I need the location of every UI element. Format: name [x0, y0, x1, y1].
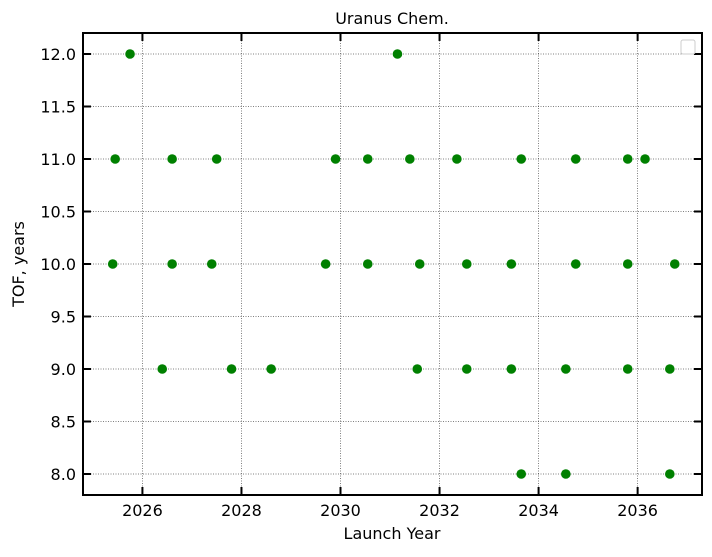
y-tick-label: 10.0	[40, 255, 76, 274]
data-point	[561, 364, 571, 374]
data-point	[362, 259, 373, 269]
x-tick-label: 2036	[617, 501, 658, 520]
data-point	[570, 259, 581, 269]
data-point	[167, 259, 177, 269]
y-tick-label: 12.0	[40, 45, 76, 64]
x-tick-label: 2026	[122, 501, 163, 520]
data-point	[412, 364, 423, 374]
legend-box	[680, 39, 696, 55]
y-tick-label: 8.5	[51, 413, 76, 432]
data-point	[665, 364, 675, 374]
data-point	[461, 364, 472, 374]
data-point	[362, 154, 373, 164]
data-point	[330, 154, 341, 164]
y-tick-label: 9.5	[51, 308, 76, 327]
data-point	[110, 154, 120, 164]
data-point	[211, 154, 222, 164]
y-tick-label: 8.0	[51, 465, 76, 484]
grid	[83, 33, 702, 495]
data-points	[107, 49, 680, 479]
data-point	[516, 154, 527, 164]
data-point	[622, 364, 633, 374]
y-axis-label: TOF, years	[9, 221, 28, 308]
tick-labels: 2026 2028 2030 2032 2034 2036 8.0 8.5 9.0 9.5 10.0…	[40, 45, 658, 520]
y-tick-label: 10.5	[40, 203, 76, 222]
data-point	[107, 259, 118, 269]
plot-frame	[82, 32, 703, 496]
data-point	[461, 259, 472, 269]
data-point	[320, 259, 331, 269]
data-point	[506, 259, 517, 269]
data-point	[157, 364, 168, 374]
data-point	[125, 49, 135, 59]
data-point	[570, 154, 581, 164]
data-point	[665, 469, 675, 479]
data-point	[669, 259, 680, 269]
chart-title: Uranus Chem.	[335, 9, 449, 28]
x-tick-label: 2032	[419, 501, 460, 520]
data-point	[266, 364, 276, 374]
axes	[82, 32, 703, 496]
x-tick-label: 2034	[518, 501, 559, 520]
y-tick-label: 9.0	[51, 360, 76, 379]
data-point	[405, 154, 415, 164]
data-point	[392, 49, 403, 59]
data-point	[640, 154, 650, 164]
y-tick-label: 11.5	[40, 98, 76, 117]
data-point	[226, 364, 237, 374]
x-axis-label: Launch Year	[344, 524, 441, 543]
x-tick-label: 2028	[221, 501, 262, 520]
data-point	[206, 259, 217, 269]
data-point	[622, 154, 633, 164]
x-tick-label: 2030	[320, 501, 361, 520]
data-point	[561, 469, 571, 479]
data-point	[506, 364, 517, 374]
data-point	[622, 259, 633, 269]
data-point	[516, 469, 527, 479]
y-tick-label: 11.0	[40, 150, 76, 169]
data-point	[167, 154, 177, 164]
data-point	[452, 154, 462, 164]
data-point	[414, 259, 425, 269]
